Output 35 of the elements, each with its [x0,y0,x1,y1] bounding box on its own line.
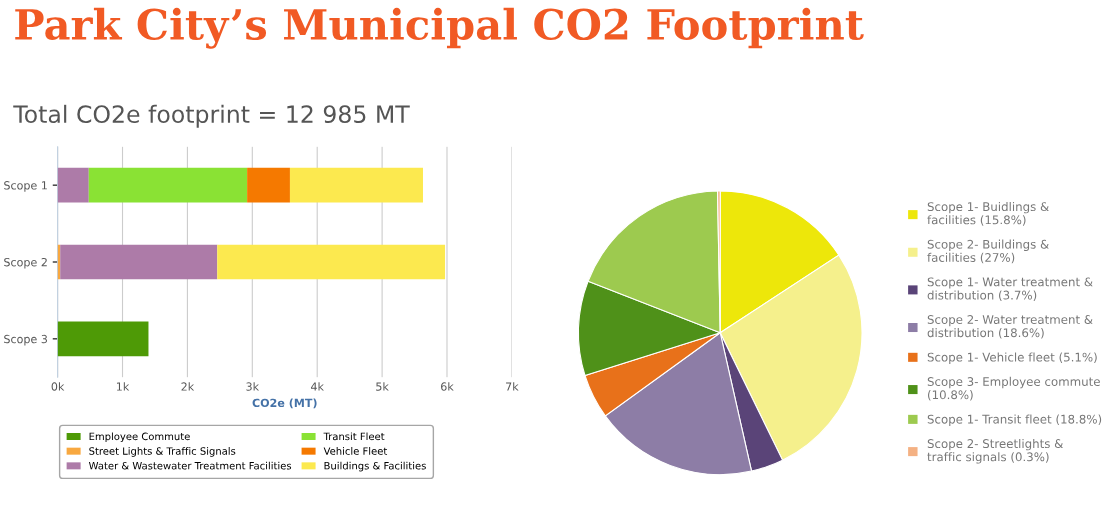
legend-label: Scope 2- Streetlights & traffic signals (0.3%) [927,438,1064,464]
x-tick-label: 5k [376,382,389,391]
y-tick-label: Scope 3 [4,334,47,346]
x-tick-label: 1k [116,382,130,391]
x-tick-label: 3k [246,382,260,391]
bar [247,167,290,203]
legend-label: Scope 1- Water treatment & distribution (3.7%) [927,277,1093,301]
legend-label: Street Lights & Traffic Signals [89,447,236,457]
chart-title: Park City’s Municipal CO2 Footprint [15,7,864,49]
legend-label: Scope 1- Vehicle fleet (5.1%) [927,352,1097,364]
legend-label: Scope 3- Employee commute (10.8%) [927,376,1100,401]
legend-label: Scope 2- Buildings & facilities (27%) [927,239,1049,264]
bar [217,244,446,280]
legend-label: Buildings & Facilities [324,461,426,472]
x-tick-label: 7k [506,382,519,391]
bar [57,167,89,203]
y-tick-label: Scope 1 [4,181,47,192]
legend-label: Scope 1- Buidlings & facilities (15.8%) [927,201,1049,226]
bar [88,167,248,203]
chart-subtitle: Total CO2e footprint = 12 985 MT [13,104,410,128]
bar [60,244,218,280]
x-tick-label: 4k [311,382,324,391]
x-tick-label: 6k [441,382,454,391]
legend-label: Transit Fleet [323,432,385,441]
legend-label: Employee Commute [89,432,190,443]
legend-label: Scope 1- Transit fleet (18.8%) [927,414,1102,426]
bar [289,167,423,203]
x-tick-label: 0k [51,382,65,391]
y-tick-label: Scope 2 [4,257,47,269]
legend-label: Vehicle Fleet [323,447,388,455]
legend-label: Scope 2- Water treatment & distribution (18.6%) [927,315,1093,339]
x-axis-title: CO2e (MT) [252,398,317,409]
legend-label: Water & Wastewater Treatment Facilities [88,461,292,470]
bar [57,321,149,357]
x-tick-label: 2k [181,382,195,391]
